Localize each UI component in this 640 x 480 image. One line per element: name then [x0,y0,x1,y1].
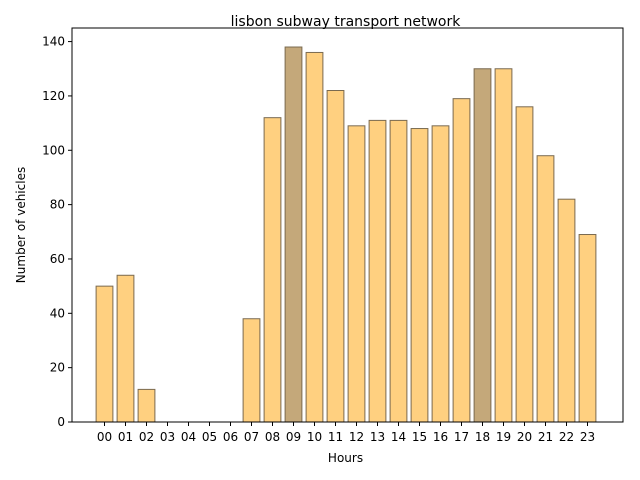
y-tick-label: 140 [42,35,65,49]
x-tick-label: 23 [580,430,595,444]
x-tick-label: 08 [265,430,280,444]
x-tick-label: 18 [475,430,490,444]
x-tick-label: 12 [349,430,364,444]
bar-12 [347,125,366,423]
y-tick-label: 80 [50,198,65,212]
x-tick-label: 22 [559,430,574,444]
x-tick-label: 14 [391,430,406,444]
x-tick-label: 03 [160,430,175,444]
plot-frame [71,27,624,423]
x-tick-label: 05 [202,430,217,444]
x-tick-label: 01 [118,430,133,444]
bar-02 [137,388,156,423]
bar-11 [326,90,345,423]
bar-08 [263,117,282,423]
bar-23 [578,234,597,423]
bar-18 [473,68,492,423]
y-tick-label: 0 [57,415,65,429]
chart-title: lisbon subway transport network [231,14,462,30]
bar-20 [515,106,534,423]
x-tick-label: 00 [97,430,112,444]
x-tick-label: 15 [412,430,427,444]
x-tick-label: 17 [454,430,469,444]
bar-13 [368,119,387,423]
y-tick-label: 20 [50,361,65,375]
bar-10 [305,51,324,423]
bar-21 [536,155,555,423]
bar-15 [410,128,429,423]
bar-22 [557,198,576,423]
x-tick-label: 06 [223,430,238,444]
x-tick-label: 10 [307,430,322,444]
x-tick-label: 20 [517,430,532,444]
x-tick-label: 19 [496,430,511,444]
bar-19 [494,68,513,423]
x-tick-label: 11 [328,430,343,444]
y-tick-label: 60 [50,252,65,266]
x-axis-ticks: 00 01 02 03 04 05 06 07 08 09 10 11 12 13 14 15 16 17 18 19… [97,422,595,444]
y-tick-label: 120 [42,89,65,103]
bar-16 [431,125,450,423]
y-axis-label: Number of vehicles [14,167,28,283]
bar-09 [284,46,303,423]
x-tick-label: 09 [286,430,301,444]
x-tick-label: 21 [538,430,553,444]
x-tick-label: 04 [181,430,196,444]
bars-group [95,46,597,423]
x-tick-label: 13 [370,430,385,444]
y-tick-label: 40 [50,306,65,320]
y-tick-label: 100 [42,143,65,157]
y-axis-ticks: 0 20 40 60 80 100 120 140 [42,35,72,429]
bar-01 [116,274,135,423]
bar-17 [452,98,471,423]
x-tick-label: 07 [244,430,259,444]
bar-00 [95,285,114,423]
x-tick-label: 16 [433,430,448,444]
x-axis-label: Hours [328,451,363,465]
bar-14 [389,119,408,423]
bar-07 [242,318,261,423]
x-tick-label: 02 [139,430,154,444]
